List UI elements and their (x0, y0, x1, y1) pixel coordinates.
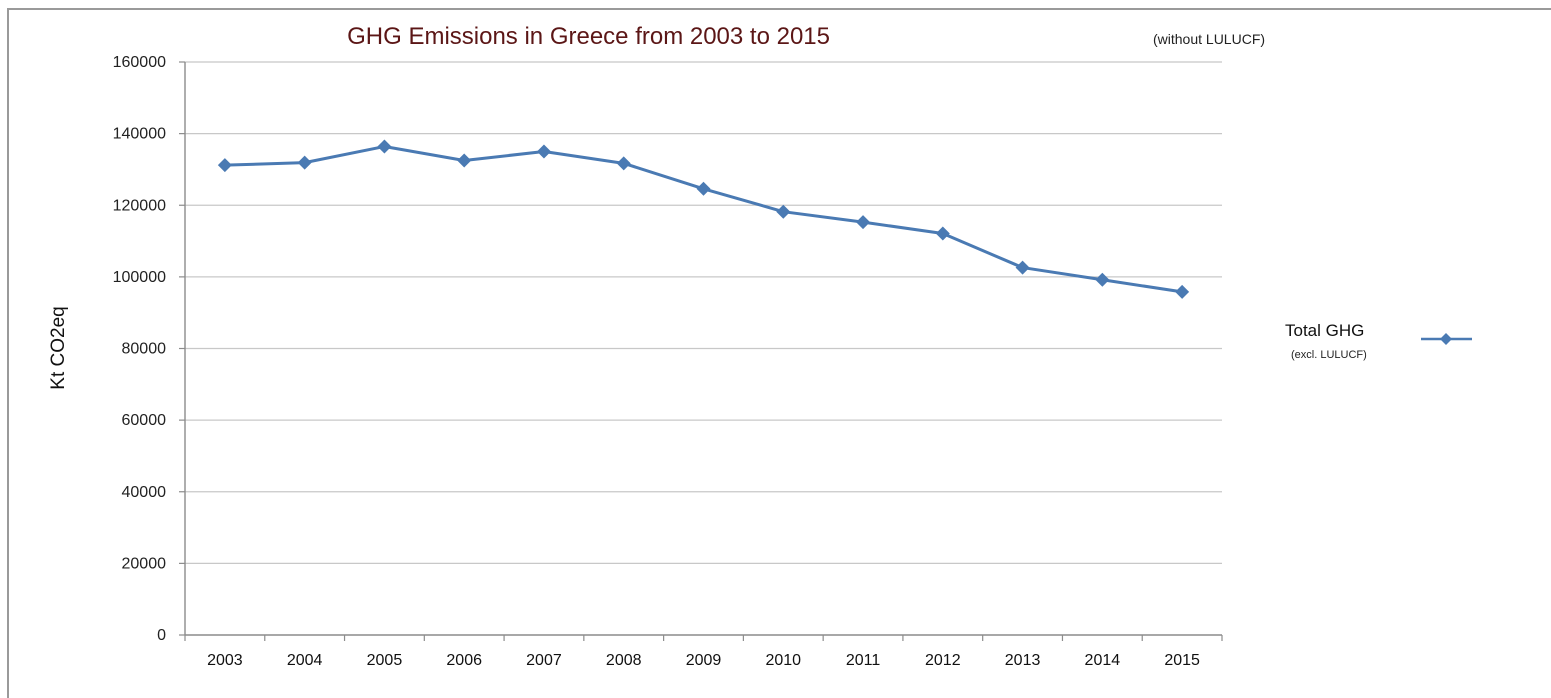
x-tick-label: 2013 (1005, 652, 1041, 669)
y-axis-label: Kt CO2eq (48, 306, 69, 389)
data-point-marker (457, 153, 472, 168)
x-tick-label: 2011 (846, 652, 881, 669)
y-tick-label: 40000 (122, 484, 167, 501)
x-axis: 2003 2004 2005 2006 2007 2008 2009 2010 2011 2012… (184, 62, 1223, 669)
data-point-marker (696, 181, 711, 196)
data-point-marker (1015, 260, 1030, 275)
x-tick-label: 2006 (446, 652, 482, 669)
chart-subtitle: (without LULUCF) (1153, 31, 1265, 47)
data-point-marker (1095, 272, 1110, 287)
legend-label: Total GHG (1285, 321, 1364, 340)
y-axis-ticks: 0 20000 40000 60000 80000 100000 120000 140000 1… (113, 54, 185, 644)
data-point-marker (377, 139, 392, 154)
y-tick-label: 100000 (113, 269, 166, 286)
x-tick-label: 2008 (606, 652, 642, 669)
data-point-marker (856, 215, 871, 230)
data-point-marker (1175, 284, 1190, 299)
y-tick-label: 0 (157, 627, 166, 644)
y-tick-label: 20000 (122, 555, 167, 572)
series-line (224, 145, 1183, 294)
chart-title: GHG Emissions in Greece from 2003 to 201… (347, 23, 830, 50)
data-point-marker (297, 155, 312, 170)
x-tick-label: 2010 (765, 652, 801, 669)
chart-title-group: GHG Emissions in Greece from 2003 to 201… (347, 23, 1265, 50)
y-tick-label: 140000 (113, 126, 166, 143)
data-point-marker (536, 144, 551, 159)
x-tick-label: 2015 (1164, 652, 1200, 669)
data-point-marker (776, 204, 791, 219)
legend-note: (excl. LULUCF) (1291, 349, 1367, 361)
x-tick-label: 2014 (1085, 652, 1121, 669)
data-point-marker (935, 226, 950, 241)
data-point-marker (616, 156, 631, 171)
y-tick-label: 120000 (113, 197, 166, 214)
x-tick-label: 2012 (925, 652, 961, 669)
y-tick-label: 80000 (122, 341, 167, 358)
x-tick-label: 2009 (686, 652, 722, 669)
grid-lines (185, 61, 1222, 564)
x-tick-label: 2003 (207, 652, 243, 669)
y-tick-label: 60000 (122, 412, 167, 429)
y-tick-label: 160000 (113, 54, 166, 71)
data-point-marker (217, 158, 232, 173)
chart-frame (7, 8, 1551, 698)
x-tick-label: 2004 (287, 652, 323, 669)
series-layer (217, 139, 1190, 299)
legend-marker-icon (1440, 333, 1452, 345)
x-tick-label: 2005 (367, 652, 403, 669)
x-tick-label: 2007 (526, 652, 562, 669)
legend: Total GHG (excl. LULUCF) (1285, 321, 1472, 361)
